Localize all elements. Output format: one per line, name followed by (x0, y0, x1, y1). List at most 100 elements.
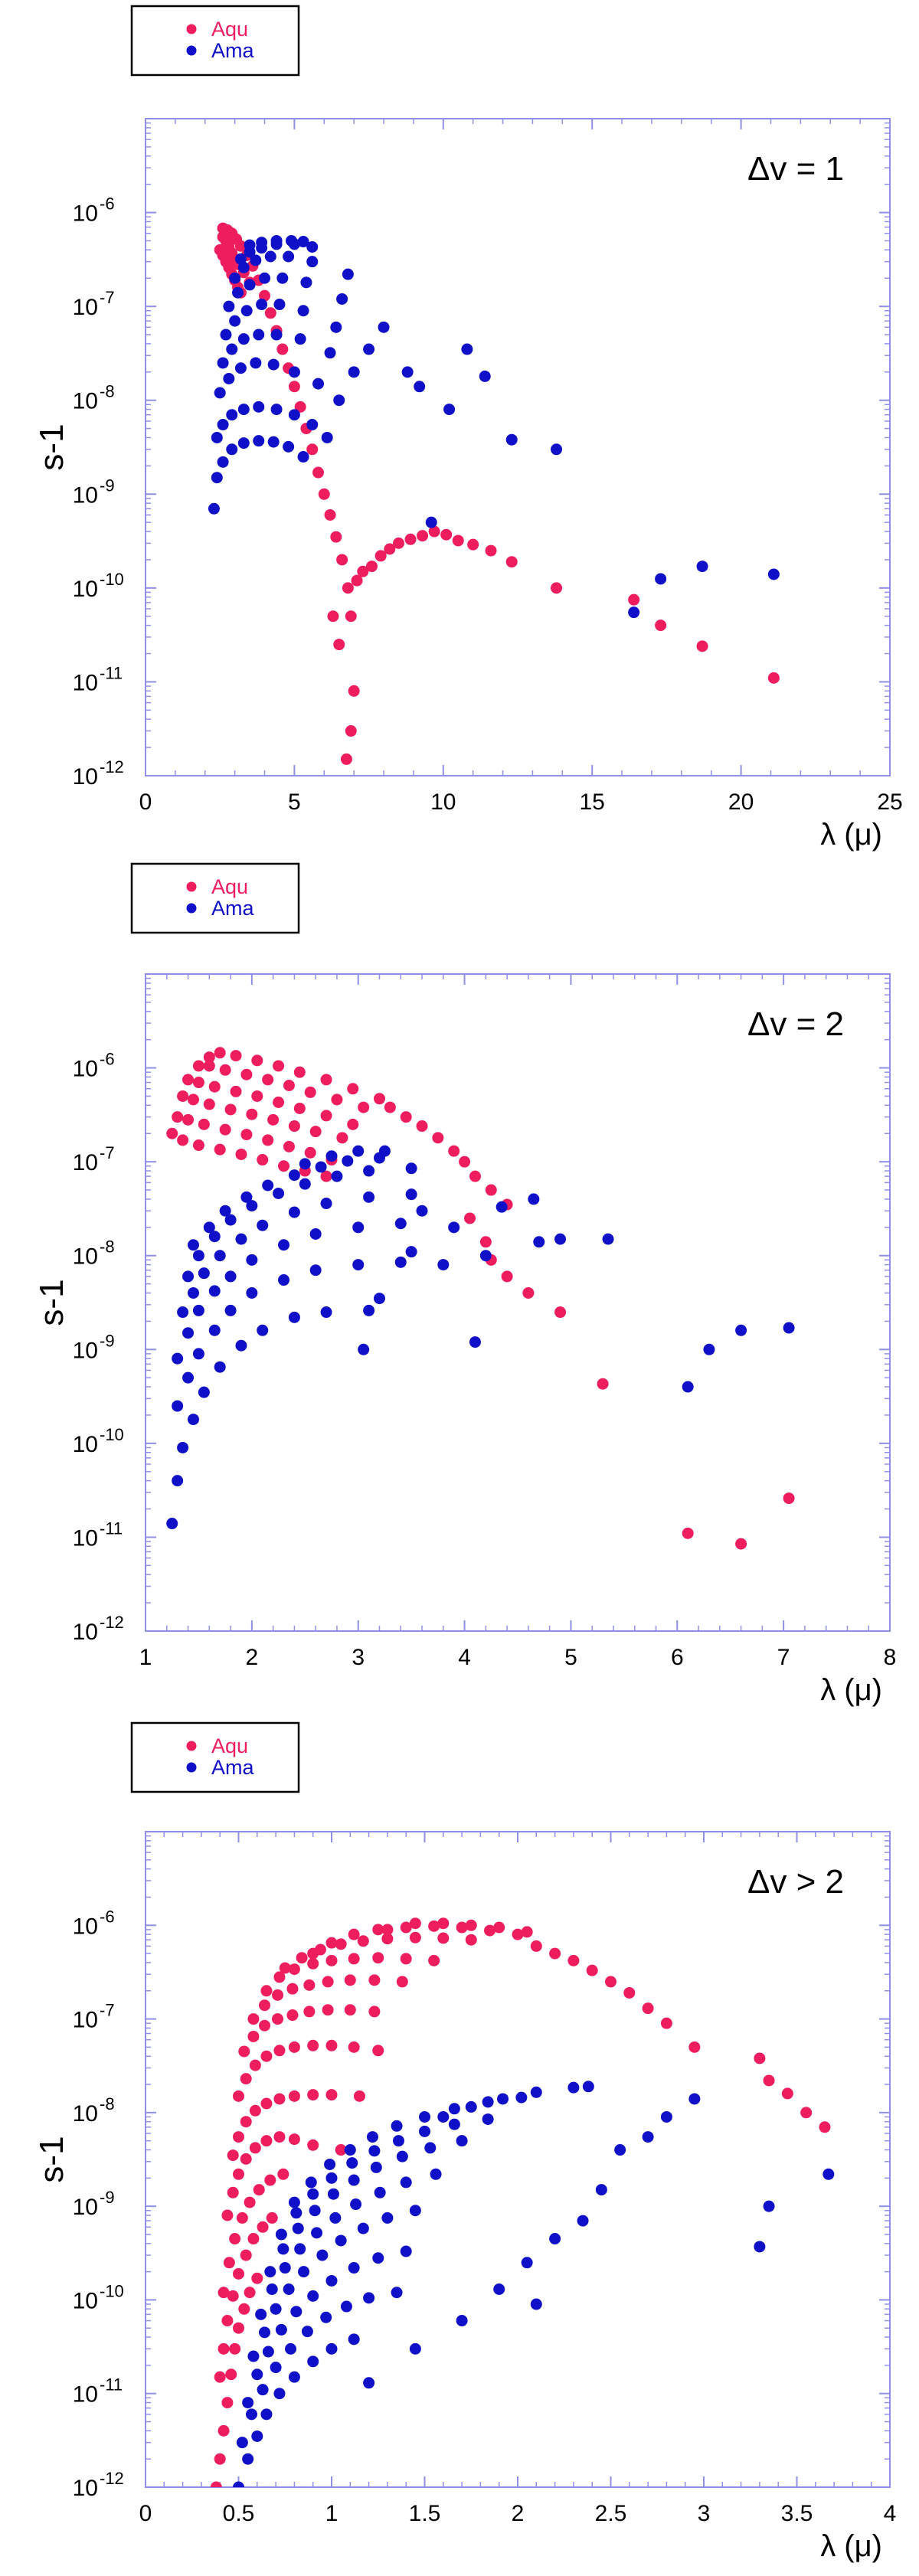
point-aqu (331, 1093, 343, 1106)
point-aqu (259, 2019, 271, 2032)
point-ama (255, 2308, 267, 2320)
delta-v-annotation: Δv = 1 (747, 150, 844, 188)
point-aqu (273, 1060, 285, 1072)
point-ama (335, 2234, 347, 2247)
point-aqu (260, 1985, 273, 1997)
point-aqu (819, 2121, 831, 2133)
point-aqu (344, 1974, 356, 1986)
point-ama (348, 2333, 360, 2346)
point-aqu (307, 1957, 319, 1970)
point-aqu (781, 2087, 793, 2100)
point-aqu (273, 2045, 286, 2057)
point-ama (567, 2081, 580, 2094)
legend-label-ama: Ama (211, 39, 255, 62)
point-aqu (642, 2002, 654, 2015)
point-ama (187, 1239, 199, 1251)
point-ama (479, 370, 491, 382)
point-aqu (230, 1050, 242, 1062)
x-tick-label: 3 (698, 2501, 711, 2526)
point-aqu (262, 1074, 274, 1086)
y-tick-exponent: -6 (100, 1050, 115, 1069)
plot-frame (145, 973, 891, 1632)
point-ama (292, 2222, 304, 2234)
y-tick-label: 10 (73, 2476, 98, 2501)
point-aqu (396, 1976, 408, 1988)
point-aqu (318, 488, 330, 500)
point-aqu (230, 1085, 242, 1097)
point-aqu (264, 2174, 276, 2186)
point-ama (220, 329, 232, 341)
point-ama (823, 2168, 835, 2180)
point-aqu (238, 2045, 250, 2058)
point-ama (250, 254, 262, 266)
point-aqu (384, 543, 396, 555)
point-ama (521, 2257, 533, 2269)
x-tick-label: 15 (580, 789, 605, 815)
point-ama (307, 2290, 319, 2302)
point-aqu (465, 1919, 477, 1931)
point-ama (244, 279, 256, 291)
y-tick-exponent: -8 (100, 382, 115, 401)
point-ama (378, 321, 390, 333)
point-ama (182, 1270, 195, 1283)
point-ama (240, 305, 253, 317)
point-ama (327, 2188, 339, 2200)
data-points (166, 1047, 795, 1550)
point-ama (405, 1246, 417, 1258)
point-aqu (236, 2212, 248, 2224)
point-aqu (288, 2133, 300, 2146)
point-aqu (465, 1934, 477, 1946)
point-ama (256, 299, 268, 311)
x-tick-label: 2.5 (595, 2501, 627, 2526)
point-aqu (623, 1986, 636, 1999)
point-aqu (327, 610, 339, 623)
point-aqu (696, 640, 708, 652)
point-ama (767, 568, 780, 580)
point-ama (270, 404, 283, 416)
point-ama (325, 2172, 338, 2184)
legend-marker-ama (186, 45, 197, 56)
point-aqu (325, 1954, 338, 1966)
point-ama (253, 329, 265, 341)
point-ama (297, 236, 309, 248)
point-ama (409, 2342, 421, 2355)
point-aqu (365, 561, 378, 573)
point-aqu (296, 1952, 308, 1964)
point-ama (307, 2355, 319, 2368)
point-ama (482, 2096, 494, 2108)
point-ama (275, 2228, 287, 2241)
point-ama (320, 2311, 332, 2323)
point-ama (357, 2222, 369, 2234)
point-ama (214, 1361, 226, 1373)
point-aqu (240, 2153, 252, 2165)
point-aqu (372, 2045, 384, 2057)
point-ama (374, 2186, 386, 2198)
point-aqu (549, 1947, 561, 1960)
y-tick-label: 10 (73, 1244, 98, 1270)
point-ama (448, 2118, 460, 2130)
point-ama (290, 2306, 303, 2318)
point-ama (554, 1233, 567, 1245)
point-aqu (428, 1954, 440, 1966)
point-ama (208, 502, 220, 515)
point-aqu (306, 443, 319, 456)
point-ama (267, 358, 280, 371)
point-aqu (225, 2368, 237, 2381)
point-ama (381, 2212, 394, 2224)
point-aqu (485, 544, 497, 557)
point-aqu (325, 2089, 338, 2101)
y-tick-label: 10 (73, 482, 98, 508)
x-tick-label: 0.5 (223, 2501, 255, 2526)
point-aqu (432, 1132, 444, 1144)
point-aqu (273, 1096, 285, 1108)
point-aqu (688, 2041, 701, 2053)
point-ama (363, 343, 375, 355)
point-aqu (307, 2089, 319, 2101)
point-ama (279, 2262, 291, 2274)
x-tick-label: 3 (352, 1645, 365, 1670)
legend-label-ama: Ama (211, 897, 255, 920)
point-ama (754, 2241, 766, 2253)
y-tick-exponent: -11 (100, 1518, 123, 1538)
